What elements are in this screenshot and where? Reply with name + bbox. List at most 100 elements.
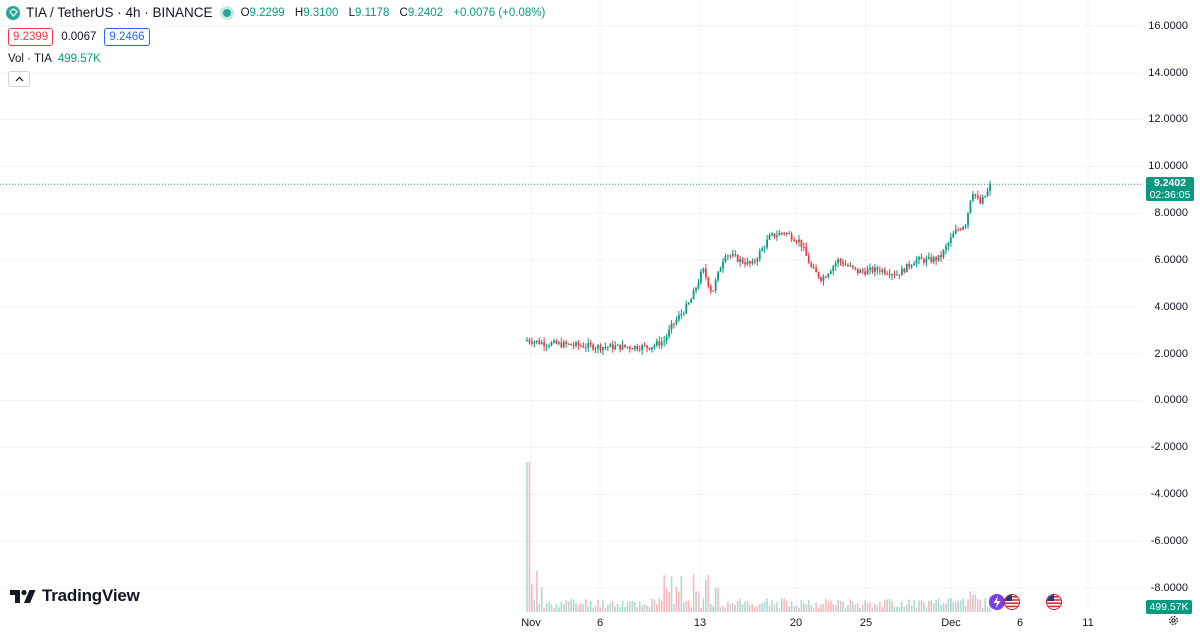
volume-bar — [979, 600, 982, 612]
volume-bar — [834, 605, 837, 612]
volume-bar — [599, 607, 602, 612]
candle-body — [670, 323, 673, 330]
candle-body — [712, 290, 715, 292]
us-flag-event-icon[interactable] — [1046, 594, 1062, 610]
candle-body — [802, 246, 805, 248]
candle-body — [790, 234, 793, 240]
candle-body — [589, 342, 592, 345]
volume-bar — [732, 602, 734, 612]
volume-bar — [580, 602, 582, 612]
volume-bar — [741, 604, 744, 612]
sell-button[interactable]: 9.2399 — [8, 28, 54, 46]
lightning-event-icon[interactable] — [989, 594, 1005, 610]
candle-body — [631, 348, 634, 350]
candle-body — [822, 276, 825, 281]
candle-body — [869, 267, 871, 270]
candle-body — [653, 345, 656, 348]
volume-bar — [854, 604, 857, 612]
volume-bar — [680, 575, 683, 612]
candle-body — [871, 267, 874, 273]
volume-bar — [763, 601, 766, 612]
volume-bar — [636, 607, 639, 612]
spread-value: 0.0067 — [61, 31, 97, 43]
candle-body — [903, 268, 906, 273]
buy-button[interactable]: 9.2466 — [104, 28, 150, 46]
volume-bar — [702, 598, 705, 612]
volume-bar — [901, 601, 903, 612]
volume-bar — [810, 604, 812, 612]
symbol-title[interactable]: TIA / TetherUS · 4h · BINANCE — [26, 5, 213, 20]
price-label: 2.0000 — [1154, 348, 1188, 360]
volume-bar — [714, 587, 717, 612]
collapse-legend-button[interactable] — [8, 71, 30, 87]
volume-bar — [771, 600, 773, 612]
settings-gear-icon[interactable] — [1167, 614, 1180, 627]
tradingview-logo[interactable]: TradingView — [10, 586, 140, 606]
candle-body — [984, 196, 987, 198]
volume-bar — [668, 592, 670, 612]
volume-bar — [526, 462, 528, 612]
volume-bar — [986, 606, 989, 612]
chevron-up-icon — [15, 76, 23, 82]
volume-bar — [903, 606, 906, 612]
volume-bar — [656, 604, 658, 612]
volume-legend[interactable]: Vol · TIA 499.57K — [8, 53, 101, 65]
price-label: 4.0000 — [1154, 301, 1188, 313]
volume-bar — [553, 607, 555, 612]
candle-body — [918, 257, 920, 260]
time-label: Dec — [941, 617, 961, 629]
volume-bar — [572, 599, 575, 612]
symbol-icon[interactable] — [6, 5, 20, 20]
volume-bar — [729, 604, 732, 612]
candle-body — [859, 270, 862, 274]
volume-bar — [582, 604, 585, 612]
candle-body — [602, 347, 604, 351]
us-flag-event-icon[interactable] — [1004, 594, 1020, 610]
candle-body — [932, 257, 935, 263]
close-value: 9.2402 — [407, 6, 444, 19]
volume-bar — [783, 598, 786, 612]
volume-bar — [543, 607, 545, 612]
close-label: C — [399, 6, 408, 19]
candle-body — [660, 341, 663, 346]
candle-body — [592, 344, 595, 350]
candle-body — [655, 341, 658, 346]
candle-body — [935, 257, 938, 261]
volume-bar — [871, 607, 874, 612]
candle-body — [567, 343, 570, 345]
candle-body — [638, 349, 641, 351]
candle-body — [744, 262, 746, 265]
volume-bar — [548, 601, 550, 612]
volume-bar — [856, 603, 859, 612]
volume-bar — [705, 579, 707, 612]
volume-value: 499.57K — [57, 53, 101, 65]
volume-bar — [879, 601, 881, 612]
candle-body — [729, 255, 732, 257]
time-label: Nov — [521, 617, 541, 629]
candle-body — [685, 303, 688, 314]
candle-body — [856, 268, 859, 274]
volume-bar — [734, 605, 737, 612]
candle-body — [665, 336, 668, 341]
candle-body — [751, 261, 754, 264]
volume-bar — [695, 591, 697, 612]
candle-body — [896, 274, 898, 276]
candle-body — [900, 268, 903, 276]
market-status-icon[interactable] — [222, 8, 231, 17]
candle-body — [692, 290, 695, 300]
candle-body — [682, 313, 685, 315]
volume-bar — [533, 599, 536, 612]
candle-body — [584, 347, 587, 349]
volume-bar — [925, 607, 928, 612]
price-label: -2.0000 — [1150, 441, 1188, 453]
volume-bar — [866, 603, 869, 612]
candle-body — [756, 259, 759, 262]
volume-bar — [624, 607, 626, 612]
candle-body — [913, 263, 915, 266]
volume-bar — [560, 601, 563, 612]
candle-body — [753, 261, 756, 263]
time-label: 6 — [596, 617, 604, 629]
volume-bar — [886, 599, 888, 612]
candle-body — [560, 342, 563, 348]
